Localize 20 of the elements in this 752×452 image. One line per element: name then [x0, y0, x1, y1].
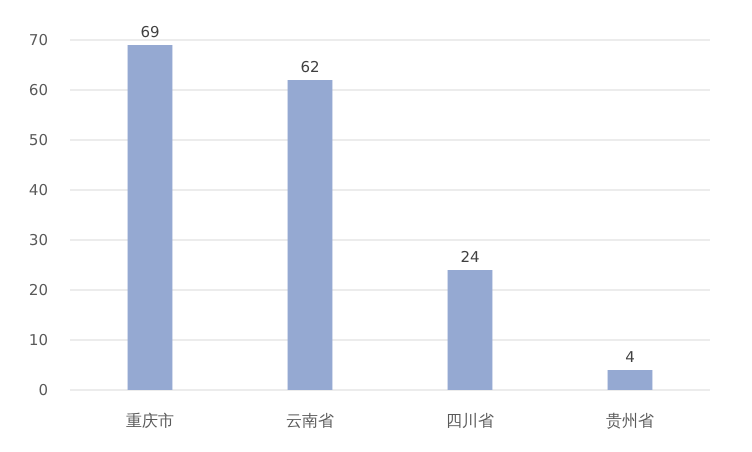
- y-tick-label: 50: [28, 131, 48, 149]
- bar: [448, 270, 492, 390]
- data-label: 69: [140, 23, 160, 41]
- data-label: 4: [625, 348, 635, 366]
- x-tick-label: 重庆市: [126, 411, 174, 430]
- bar: [608, 370, 652, 390]
- x-tick-label: 云南省: [286, 411, 334, 430]
- bar: [128, 45, 172, 390]
- bar: [288, 80, 332, 390]
- x-tick-label: 贵州省: [606, 411, 654, 430]
- y-tick-label: 70: [28, 31, 48, 49]
- data-label: 24: [460, 248, 480, 266]
- x-tick-label: 四川省: [446, 411, 494, 430]
- y-tick-label: 20: [28, 281, 48, 299]
- y-tick-label: 40: [28, 181, 48, 199]
- y-tick-label: 10: [28, 331, 48, 349]
- y-tick-label: 60: [28, 81, 48, 99]
- data-label: 62: [300, 58, 320, 76]
- y-tick-label: 30: [28, 231, 48, 249]
- y-tick-label: 0: [38, 381, 48, 399]
